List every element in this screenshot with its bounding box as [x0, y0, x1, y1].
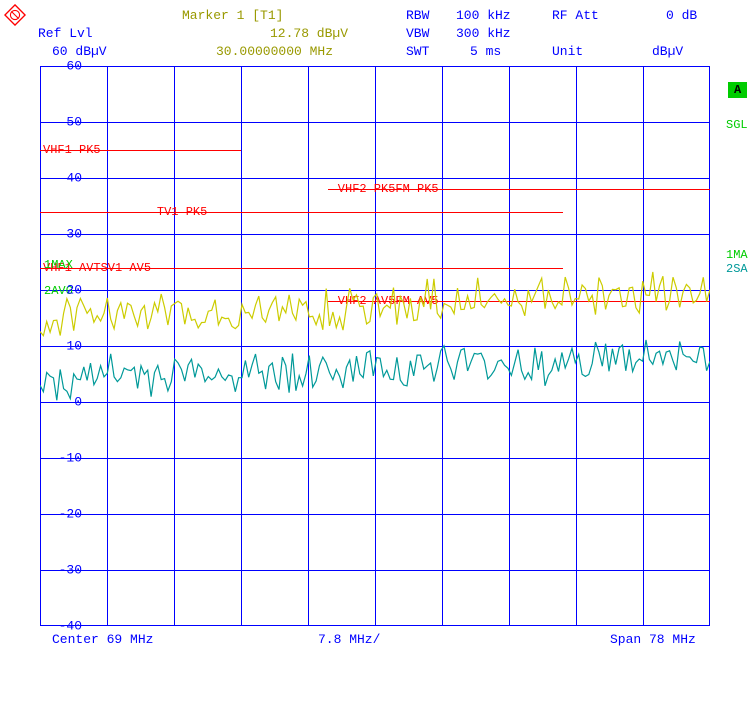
marker-freq: 30.00000000 MHz: [216, 44, 333, 59]
ma1-label: 1MA: [726, 248, 748, 262]
sgl-label: SGL: [726, 118, 748, 132]
y-tick: 30: [66, 227, 82, 242]
limit-label: VHF2 PK5FM PK5: [338, 182, 439, 196]
gridline-h: [40, 346, 710, 347]
rbw-value: 100 kHz: [456, 8, 511, 23]
trace-label-1max: 1MAX: [44, 258, 73, 272]
sa2-label: 2SA: [726, 262, 748, 276]
swt-value: 5 ms: [470, 44, 501, 59]
ref-lvl-label: Ref Lvl: [38, 26, 93, 41]
gridline-v: [576, 66, 577, 626]
y-tick: 40: [66, 171, 82, 186]
bottom-perdiv: 7.8 MHz/: [318, 632, 380, 647]
gridline-h: [40, 570, 710, 571]
rbw-label: RBW: [406, 8, 429, 23]
vbw-value: 300 kHz: [456, 26, 511, 41]
limit-label: VHF1 PK5: [43, 143, 101, 157]
limit-label: TV1 PK5: [157, 205, 207, 219]
bottom-center: Center 69 MHz: [52, 632, 153, 647]
marker-label: Marker 1 [T1]: [182, 8, 283, 23]
gridline-v: [442, 66, 443, 626]
marker-value: 12.78 dBµV: [270, 26, 348, 41]
unit-value: dBµV: [652, 44, 683, 59]
rfatt-label: RF Att: [552, 8, 599, 23]
y-tick: 50: [66, 115, 82, 130]
a-badge: A: [728, 82, 747, 98]
limit-label: VHF2 AV5FM AV5: [338, 294, 439, 308]
gridline-h: [40, 458, 710, 459]
limit-line: [40, 212, 563, 213]
y-tick: -20: [59, 507, 82, 522]
swt-label: SWT: [406, 44, 429, 59]
gridline-v: [509, 66, 510, 626]
unit-label: Unit: [552, 44, 583, 59]
y-tick: 60: [66, 59, 82, 74]
gridline-v: [643, 66, 644, 626]
header: Ref Lvl 60 dBµV Marker 1 [T1] 12.78 dBµV…: [0, 0, 756, 62]
gridline-h: [40, 402, 710, 403]
vbw-label: VBW: [406, 26, 429, 41]
plot-area: VHF1 PK5TV1 PK5VHF2 PK5FM PK5VHF1 AVTSV1…: [40, 66, 710, 626]
bottom-span: Span 78 MHz: [610, 632, 696, 647]
rfatt-value: 0 dB: [666, 8, 697, 23]
y-tick: 10: [66, 339, 82, 354]
y-tick: 0: [74, 395, 82, 410]
gridline-h: [40, 514, 710, 515]
y-tick: -30: [59, 563, 82, 578]
rs-logo-icon: [4, 4, 26, 26]
y-tick: -10: [59, 451, 82, 466]
y-tick: 20: [66, 283, 82, 298]
ref-lvl-value: 60 dBµV: [52, 44, 107, 59]
